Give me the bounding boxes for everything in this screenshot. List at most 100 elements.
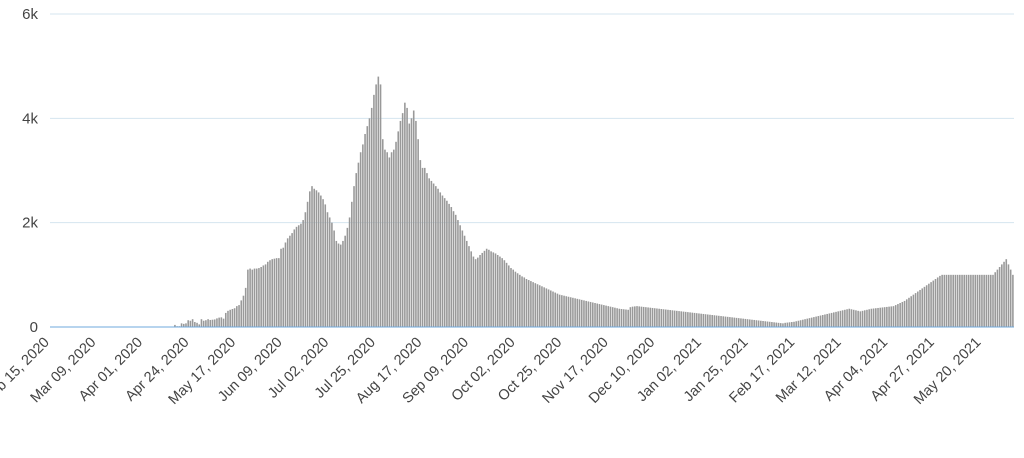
bar bbox=[552, 291, 554, 327]
bar bbox=[384, 149, 386, 327]
bar bbox=[598, 304, 601, 327]
bar bbox=[530, 281, 532, 327]
bar bbox=[233, 308, 236, 327]
bar bbox=[693, 312, 696, 327]
bar bbox=[366, 126, 369, 327]
bar bbox=[339, 244, 342, 327]
bar bbox=[1005, 259, 1008, 327]
bar bbox=[943, 274, 946, 327]
bar bbox=[238, 305, 240, 327]
bar bbox=[806, 318, 809, 327]
bar bbox=[662, 309, 665, 327]
bar bbox=[833, 312, 835, 327]
bar bbox=[344, 235, 346, 327]
bar bbox=[523, 277, 526, 327]
bar bbox=[426, 173, 428, 327]
bar bbox=[883, 307, 886, 327]
bar bbox=[653, 308, 656, 327]
bar bbox=[945, 274, 948, 327]
bar bbox=[404, 102, 406, 328]
bar bbox=[826, 313, 828, 327]
bar bbox=[695, 313, 698, 327]
bar bbox=[925, 285, 928, 327]
bar bbox=[766, 321, 769, 327]
bar bbox=[768, 321, 771, 327]
bar bbox=[828, 313, 831, 327]
bar bbox=[527, 280, 530, 327]
bar bbox=[605, 305, 607, 327]
bar bbox=[936, 277, 939, 327]
bar bbox=[459, 225, 461, 327]
bar bbox=[567, 296, 570, 327]
bar bbox=[309, 191, 311, 327]
bar bbox=[284, 242, 287, 327]
bar bbox=[452, 211, 455, 327]
bar bbox=[914, 293, 917, 327]
bar bbox=[335, 240, 338, 327]
bar bbox=[622, 309, 625, 327]
bar bbox=[587, 301, 590, 327]
bar bbox=[700, 313, 702, 327]
bar bbox=[189, 320, 192, 327]
bar bbox=[561, 295, 563, 327]
bar bbox=[989, 274, 992, 327]
bar bbox=[713, 315, 716, 327]
bar bbox=[866, 309, 868, 327]
bar bbox=[569, 297, 572, 327]
bar bbox=[266, 261, 269, 327]
bar bbox=[603, 305, 605, 327]
bar bbox=[702, 313, 705, 327]
bar bbox=[722, 316, 725, 327]
bar bbox=[501, 258, 503, 327]
bar bbox=[870, 308, 873, 327]
bar bbox=[861, 310, 864, 327]
bar bbox=[450, 207, 453, 327]
bar bbox=[538, 285, 541, 327]
bar bbox=[519, 274, 521, 327]
bar bbox=[959, 274, 961, 327]
bar bbox=[541, 286, 543, 327]
bar bbox=[510, 268, 512, 327]
bar bbox=[401, 113, 404, 328]
bar bbox=[791, 322, 793, 327]
bar bbox=[406, 107, 408, 328]
bar bbox=[408, 123, 411, 327]
bar bbox=[326, 212, 329, 327]
bar bbox=[516, 273, 519, 327]
bar bbox=[673, 310, 676, 327]
bar bbox=[726, 316, 729, 327]
bar bbox=[731, 317, 733, 327]
bar bbox=[985, 274, 988, 327]
bar bbox=[443, 198, 446, 327]
bar bbox=[771, 322, 773, 327]
bar bbox=[629, 307, 632, 327]
bar bbox=[470, 251, 472, 327]
bar bbox=[852, 309, 855, 327]
bars-group bbox=[174, 76, 1014, 328]
bar bbox=[207, 319, 209, 327]
bar bbox=[910, 296, 912, 327]
bar bbox=[512, 269, 514, 327]
bar bbox=[631, 306, 634, 327]
bar bbox=[472, 256, 475, 327]
bar bbox=[364, 133, 366, 327]
bar bbox=[684, 311, 687, 327]
y-tick-label: 0 bbox=[30, 319, 38, 336]
bar bbox=[370, 107, 373, 328]
bar bbox=[658, 308, 660, 327]
bar bbox=[1007, 264, 1010, 327]
bar bbox=[187, 320, 189, 327]
bar bbox=[689, 312, 691, 327]
bar bbox=[647, 307, 649, 327]
bar bbox=[892, 306, 895, 327]
bar bbox=[485, 248, 488, 327]
bar bbox=[377, 76, 380, 327]
y-tick-label: 2k bbox=[22, 215, 38, 232]
bar bbox=[755, 320, 758, 327]
bar bbox=[368, 118, 371, 327]
bar bbox=[258, 268, 260, 327]
bar bbox=[963, 274, 966, 327]
bar bbox=[273, 258, 276, 327]
bar bbox=[788, 322, 791, 327]
